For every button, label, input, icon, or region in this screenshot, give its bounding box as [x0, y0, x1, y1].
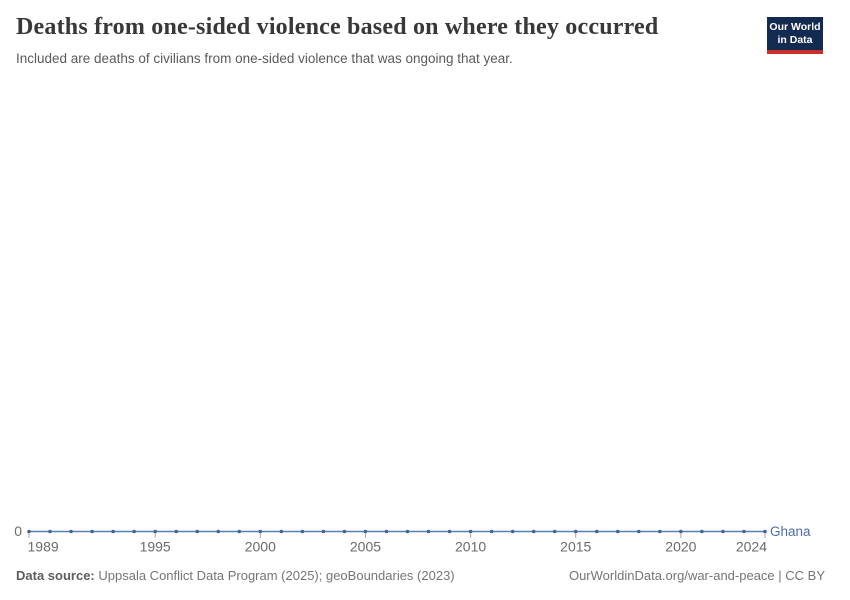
data-point[interactable] [531, 529, 536, 534]
data-point[interactable] [384, 529, 389, 534]
data-point[interactable] [195, 529, 200, 534]
data-point[interactable] [27, 529, 31, 534]
x-tick-label: 2000 [245, 539, 276, 555]
data-point[interactable] [742, 529, 746, 534]
x-tick-label: 2010 [455, 539, 486, 555]
owid-logo-line2: in Data [777, 33, 813, 46]
data-point[interactable] [658, 529, 662, 534]
data-source-note: Data source: Uppsala Conflict Data Progr… [16, 568, 455, 583]
line-chart-area[interactable]: 1989 1995 2000 2005 2010 2015 2020 2024 0 Ghana [0, 80, 850, 560]
data-point[interactable] [216, 529, 221, 534]
data-point[interactable] [552, 529, 557, 534]
data-point[interactable] [363, 529, 368, 534]
data-point[interactable] [174, 529, 178, 534]
data-point[interactable] [468, 529, 473, 534]
x-tick-label: 2005 [350, 539, 381, 555]
owid-logo-line1: Our World [769, 21, 821, 33]
data-point[interactable] [111, 529, 115, 534]
data-point[interactable] [153, 529, 157, 534]
data-point[interactable] [237, 529, 242, 534]
data-point[interactable] [258, 529, 263, 534]
data-point[interactable] [342, 529, 347, 534]
x-tick-label: 2020 [665, 539, 696, 555]
data-point[interactable] [90, 529, 94, 534]
chart-footer: Data source: Uppsala Conflict Data Progr… [16, 568, 825, 583]
x-tick-label: 1995 [140, 539, 171, 555]
page-title: Deaths from one-sided violence based on … [16, 14, 659, 40]
credit-link[interactable]: OurWorldinData.org/war-and-peace | CC BY [568, 568, 825, 583]
data-point[interactable] [405, 529, 410, 534]
data-point[interactable] [679, 529, 683, 534]
chart-subtitle: Included are deaths of civilians from on… [16, 51, 513, 66]
data-point[interactable] [279, 529, 284, 534]
data-point[interactable] [321, 529, 326, 534]
x-tick-label: 2015 [560, 539, 591, 555]
data-point[interactable] [132, 529, 136, 534]
data-point[interactable] [300, 529, 305, 534]
data-point[interactable] [510, 529, 515, 534]
x-tick-label: 1989 [28, 539, 59, 555]
data-point[interactable] [447, 529, 452, 534]
data-point[interactable] [489, 529, 494, 534]
data-point[interactable] [426, 529, 431, 534]
data-point[interactable] [48, 529, 52, 534]
data-source-text: Uppsala Conflict Data Program (2025); ge… [98, 568, 455, 583]
series-label-ghana[interactable]: Ghana [770, 524, 811, 539]
data-point[interactable] [721, 529, 725, 534]
data-source-label: Data source: [16, 568, 95, 583]
data-point[interactable] [616, 529, 620, 534]
data-point[interactable] [573, 529, 578, 534]
y-tick-label: 0 [14, 523, 22, 539]
x-tick-label: 2024 [736, 539, 767, 555]
line-chart-svg[interactable]: 1989 1995 2000 2005 2010 2015 2020 2024 0 Ghana [0, 80, 850, 560]
data-point[interactable] [594, 529, 599, 534]
data-point[interactable] [637, 529, 641, 534]
data-point[interactable] [763, 529, 767, 534]
owid-logo[interactable]: Our World in Data [767, 17, 823, 54]
data-point[interactable] [700, 529, 704, 534]
data-point[interactable] [69, 529, 73, 534]
